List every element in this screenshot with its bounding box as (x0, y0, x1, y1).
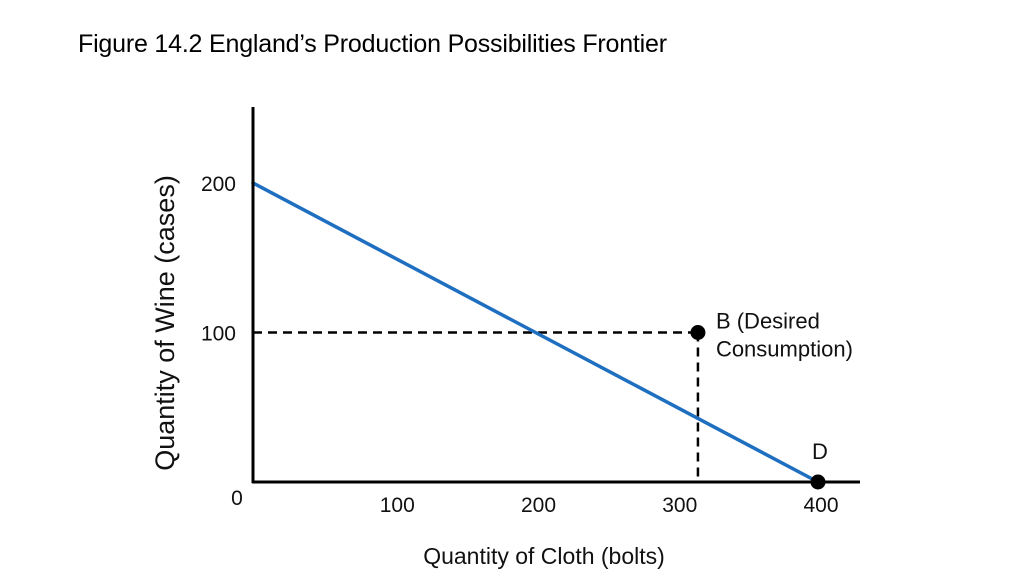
y-tick-label-0: 200 (201, 173, 236, 196)
slide-title: Figure 14.2 England’s Production Possibi… (78, 30, 667, 58)
x-tick-label-1: 200 (521, 494, 556, 517)
x-tick-label-2: 300 (662, 494, 697, 517)
point-label-1: D (812, 439, 828, 464)
ppf-line (251, 181, 820, 484)
point-marker-0 (690, 325, 706, 340)
dashed-guides (253, 331, 700, 482)
y-axis-label: Quantity of Wine (cases) (150, 175, 180, 471)
origin-label: 0 (231, 487, 243, 510)
data-points: B (Desired Consumption) D (690, 309, 853, 490)
point-label-0: B (Desired (716, 309, 820, 334)
x-tick-labels: 100 200 300 400 (380, 494, 839, 517)
y-tick-label-1: 100 (201, 323, 236, 346)
x-axis-label: Quantity of Cloth (bolts) (423, 543, 665, 569)
x-tick-label-3: 400 (803, 494, 838, 517)
point-marker-1 (810, 474, 826, 490)
y-tick-labels: 200 100 (201, 173, 236, 346)
x-tick-label-0: 100 (380, 494, 415, 517)
point-label-0-line2: Consumption) (716, 337, 853, 362)
